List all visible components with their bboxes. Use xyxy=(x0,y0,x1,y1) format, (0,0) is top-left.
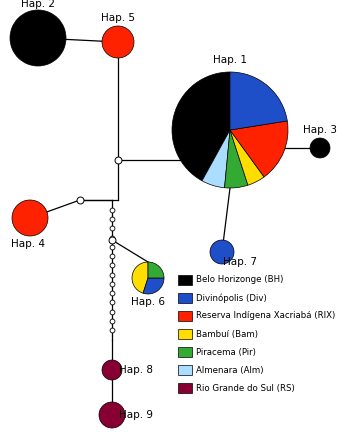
Text: Hap. 8: Hap. 8 xyxy=(119,365,153,375)
Text: Divinópolis (Div): Divinópolis (Div) xyxy=(196,293,267,303)
Wedge shape xyxy=(99,402,125,428)
Wedge shape xyxy=(12,200,48,236)
Bar xyxy=(178,365,192,375)
Text: Hap. 1: Hap. 1 xyxy=(213,55,247,65)
Text: Rio Grande do Sul (RS): Rio Grande do Sul (RS) xyxy=(196,384,295,392)
Text: Hap. 4: Hap. 4 xyxy=(11,239,45,249)
Wedge shape xyxy=(310,138,330,158)
Text: Hap. 2: Hap. 2 xyxy=(21,0,55,9)
Text: Hap. 9: Hap. 9 xyxy=(119,410,153,420)
Bar xyxy=(178,311,192,321)
Bar xyxy=(178,293,192,303)
Text: Reserva Indígena Xacriabá (RIX): Reserva Indígena Xacriabá (RIX) xyxy=(196,312,335,320)
Wedge shape xyxy=(10,10,66,66)
Text: Hap. 7: Hap. 7 xyxy=(223,257,257,267)
Wedge shape xyxy=(102,26,134,58)
Bar xyxy=(178,347,192,357)
Bar xyxy=(178,383,192,393)
Wedge shape xyxy=(102,360,122,380)
Text: Piracema (Pir): Piracema (Pir) xyxy=(196,348,256,356)
Text: Hap. 3: Hap. 3 xyxy=(303,125,337,135)
Text: Hap. 5: Hap. 5 xyxy=(101,13,135,23)
Bar xyxy=(178,329,192,339)
Wedge shape xyxy=(202,130,230,188)
Wedge shape xyxy=(172,72,230,181)
Wedge shape xyxy=(230,130,264,185)
Wedge shape xyxy=(230,121,288,177)
Text: Almenara (Alm): Almenara (Alm) xyxy=(196,365,263,375)
Wedge shape xyxy=(230,72,287,130)
Text: Bambuí (Bam): Bambuí (Bam) xyxy=(196,329,258,339)
Wedge shape xyxy=(143,278,164,294)
Wedge shape xyxy=(210,240,234,264)
Text: Belo Horizonge (BH): Belo Horizonge (BH) xyxy=(196,275,283,284)
Bar xyxy=(178,275,192,285)
Text: Hap. 6: Hap. 6 xyxy=(131,297,165,307)
Wedge shape xyxy=(224,130,248,188)
Wedge shape xyxy=(132,262,148,293)
Wedge shape xyxy=(148,262,164,278)
